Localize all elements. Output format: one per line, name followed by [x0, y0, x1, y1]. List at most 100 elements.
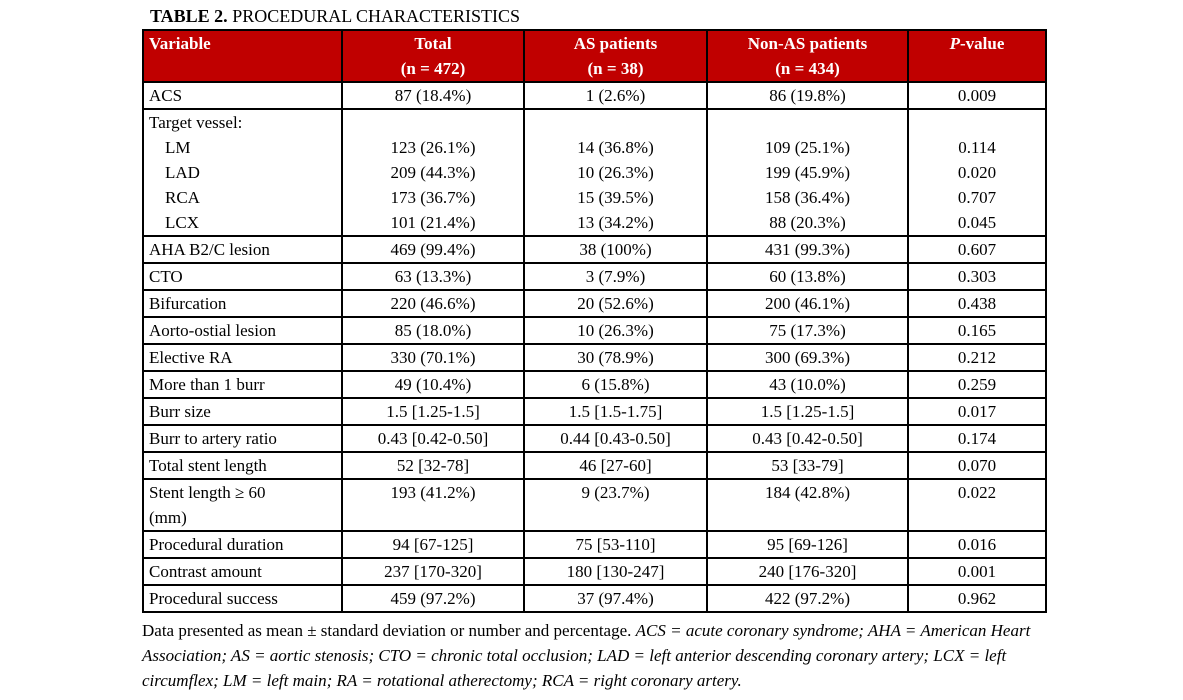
cell-value: 200 (46.1%) [706, 289, 909, 318]
cell-line: Elective RA [149, 348, 233, 367]
blank-line [530, 111, 701, 135]
cell-value: 184 (42.8%) [706, 478, 909, 532]
column-header-label: AS patients [573, 34, 658, 53]
table-row: ACS 87 (18.4%) 1 (2.6%) 86 (19.8%) 0.009 [142, 81, 1047, 110]
cell-value: 180 [130-247] [523, 557, 708, 586]
cell-variable: Elective RA [142, 343, 343, 372]
cell-line: (mm) [149, 508, 187, 527]
cell-value: 38 (100%) [523, 235, 708, 264]
cell-variable: Total stent length [142, 451, 343, 480]
column-header-n: (n = 434) [775, 59, 840, 78]
blank-line [348, 111, 518, 135]
group-item-value: 109 (25.1%) [765, 138, 850, 157]
table-row: Burr to artery ratio 0.43 [0.42-0.50] 0.44… [142, 424, 1047, 453]
column-header-n [914, 56, 1040, 80]
cell-variable: Stent length ≥ 60 (mm) [142, 478, 343, 532]
group-item-value: 199 (45.9%) [765, 163, 850, 182]
column-header-p-value: P-value [907, 29, 1047, 83]
cell-variable: Bifurcation [142, 289, 343, 318]
table-footnote: Data presented as mean ± standard deviat… [142, 618, 1044, 693]
cell-value: 469 (99.4%) [341, 235, 525, 264]
table-row: Burr size 1.5 [1.25-1.5] 1.5 [1.5-1.75] 1.5… [142, 397, 1047, 426]
cell-value: 0.022 [907, 478, 1047, 532]
cell-value: 0.962 [907, 584, 1047, 613]
cell-value: 0.070 [907, 451, 1047, 480]
cell-line: 1 (2.6%) [585, 86, 646, 105]
table-row: Contrast amount 237 [170-320] 180 [130-247… [142, 557, 1047, 586]
cell-value: 0.43 [0.42-0.50] [706, 424, 909, 453]
cell-value: 0.212 [907, 343, 1047, 372]
column-header-as-patients: AS patients (n = 38) [523, 29, 708, 83]
group-item-label: LCX [165, 213, 199, 232]
footnote-abbreviations: ACS = acute coronary syndrome; AHA = Ame… [142, 621, 1031, 690]
cell-value: 237 [170-320] [341, 557, 525, 586]
cell-line: 0.212 [957, 348, 997, 367]
column-header-variable: Variable [142, 29, 343, 83]
group-item-value: 209 (44.3%) [390, 163, 476, 182]
table-title-text: PROCEDURAL CHARACTERISTICS [232, 6, 521, 26]
cell-value: 0.174 [907, 424, 1047, 453]
cell-line: Procedural duration [149, 535, 284, 554]
cell-variable-group: Target vessel: LM LAD RCA LCX [142, 108, 343, 237]
cell-line: 184 (42.8%) [765, 483, 850, 502]
group-item-value: 158 (36.4%) [765, 188, 850, 207]
cell-line: 20 (52.6%) [577, 294, 654, 313]
cell-value: 1.5 [1.25-1.5] [341, 397, 525, 426]
cell-line: 193 (41.2%) [390, 483, 476, 502]
cell-value: 49 (10.4%) [341, 370, 525, 399]
cell-value: 10 (26.3%) [523, 316, 708, 345]
cell-line: 330 (70.1%) [390, 348, 476, 367]
cell-variable: Procedural success [142, 584, 343, 613]
cell-line: 0.165 [957, 321, 997, 340]
cell-value: 75 [53-110] [523, 530, 708, 559]
cell-line: 422 (97.2%) [765, 589, 850, 608]
cell-value: 52 [32-78] [341, 451, 525, 480]
cell-line: 0.016 [957, 535, 997, 554]
cell-value: 1.5 [1.5-1.75] [523, 397, 708, 426]
cell-line: 53 [33-79] [771, 456, 844, 475]
cell-value: 94 [67-125] [341, 530, 525, 559]
cell-value-group: 109 (25.1%) 199 (45.9%) 158 (36.4%) 88 (20.… [706, 108, 909, 237]
cell-value-group: 14 (36.8%) 10 (26.3%) 15 (39.5%) 13 (34.2%) [523, 108, 708, 237]
cell-line: 10 (26.3%) [577, 321, 654, 340]
cell-value: 0.44 [0.43-0.50] [523, 424, 708, 453]
cell-line: 95 [69-126] [767, 535, 848, 554]
header-row: Variable Total (n = 472) AS patients (n = 3… [142, 29, 1047, 83]
column-header-label: Total [414, 34, 452, 53]
cell-value: 43 (10.0%) [706, 370, 909, 399]
cell-line: 0.017 [957, 402, 997, 421]
blank-line [713, 111, 902, 135]
cell-value: 3 (7.9%) [523, 262, 708, 291]
cell-value: 240 [176-320] [706, 557, 909, 586]
cell-line: 87 (18.4%) [394, 86, 472, 105]
table-title: TABLE 2. PROCEDURAL CHARACTERISTICS [150, 5, 1183, 28]
column-header-label-italic: P [949, 34, 960, 53]
cell-value: 85 (18.0%) [341, 316, 525, 345]
cell-variable: ACS [142, 81, 343, 110]
cell-value: 75 (17.3%) [706, 316, 909, 345]
cell-value: 95 [69-126] [706, 530, 909, 559]
cell-value: 0.017 [907, 397, 1047, 426]
cell-value: 0.165 [907, 316, 1047, 345]
cell-line: 240 [176-320] [758, 562, 857, 581]
group-item-value: 123 (26.1%) [390, 138, 476, 157]
blank-line [914, 111, 1040, 135]
group-item-value: 0.707 [957, 188, 997, 207]
cell-line: 6 (15.8%) [581, 375, 650, 394]
table-row: CTO 63 (13.3%) 3 (7.9%) 60 (13.8%) 0.303 [142, 262, 1047, 291]
column-header-label: Variable [149, 34, 211, 53]
cell-line: Contrast amount [149, 562, 262, 581]
cell-line: 60 (13.8%) [769, 267, 846, 286]
cell-line: 9 (23.7%) [581, 483, 650, 502]
cell-line: CTO [149, 267, 183, 286]
table-row: Elective RA 330 (70.1%) 30 (78.9%) 300 (69.… [142, 343, 1047, 372]
cell-line: 0.43 [0.42-0.50] [752, 429, 863, 448]
cell-value: 37 (97.4%) [523, 584, 708, 613]
group-item-value: 14 (36.8%) [577, 138, 654, 157]
cell-value: 1.5 [1.25-1.5] [706, 397, 909, 426]
table-row: Stent length ≥ 60 (mm) 193 (41.2%) 9 (23.7%… [142, 478, 1047, 532]
table-row: Bifurcation 220 (46.6%) 20 (52.6%) 200 (46.… [142, 289, 1047, 318]
group-item-value: 0.045 [957, 213, 997, 232]
cell-line: Bifurcation [149, 294, 227, 313]
cell-line: 75 (17.3%) [769, 321, 846, 340]
